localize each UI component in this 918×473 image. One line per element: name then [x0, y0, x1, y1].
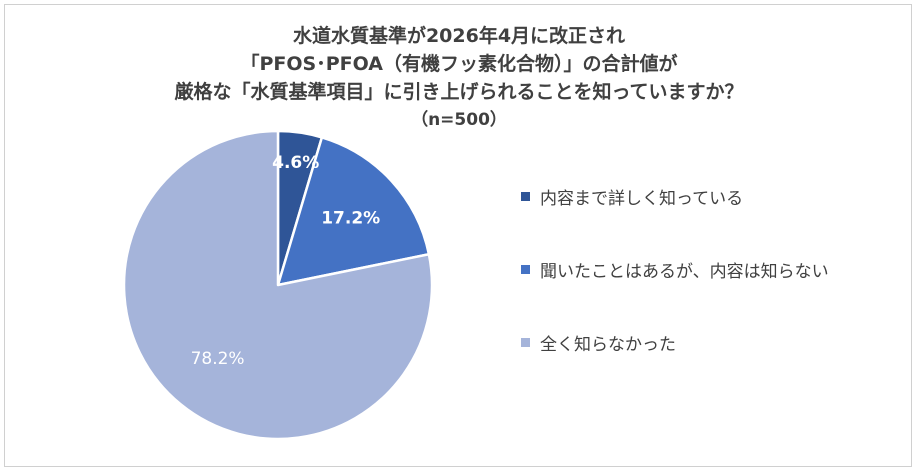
legend-item-detailed: 内容まで詳しく知っている: [521, 182, 829, 210]
legend-swatch-heard: [521, 264, 530, 274]
chart-subtitle: （n=500）: [411, 110, 507, 130]
pie-label-heard: 17.2%: [321, 208, 380, 228]
chart-title-line-3: 厳格な「水質基準項目」に引き上げられることを知っていますか？: [174, 81, 744, 103]
legend-swatch-detailed: [521, 191, 530, 201]
chart-title-line-1: 水道水質基準が2026年4月に改正され: [292, 25, 626, 47]
chart-title: 水道水質基準が2026年4月に改正され 「PFOS･PFOA（有機フッ素化合物）…: [0, 22, 918, 134]
legend-swatch-unaware: [521, 337, 530, 347]
legend-label-detailed: 内容まで詳しく知っている: [540, 188, 744, 209]
pie-slice-unaware: [122, 129, 434, 441]
pie-slice-heard: [276, 136, 431, 287]
legend-item-heard: 聞いたことはあるが、内容は知らない: [521, 255, 829, 283]
legend: 内容まで詳しく知っている 聞いたことはあるが、内容は知らない 全く知らなかった: [521, 182, 829, 356]
legend-item-unaware: 全く知らなかった: [521, 328, 829, 356]
legend-label-unaware: 全く知らなかった: [540, 334, 676, 355]
pie-label-detailed: 4.6%: [272, 153, 319, 173]
pie-label-unaware: 78.2%: [191, 349, 245, 369]
legend-label-heard: 聞いたことはあるが、内容は知らない: [540, 261, 829, 282]
chart-title-line-2: 「PFOS･PFOA（有機フッ素化合物）」の合計値が: [240, 53, 678, 75]
